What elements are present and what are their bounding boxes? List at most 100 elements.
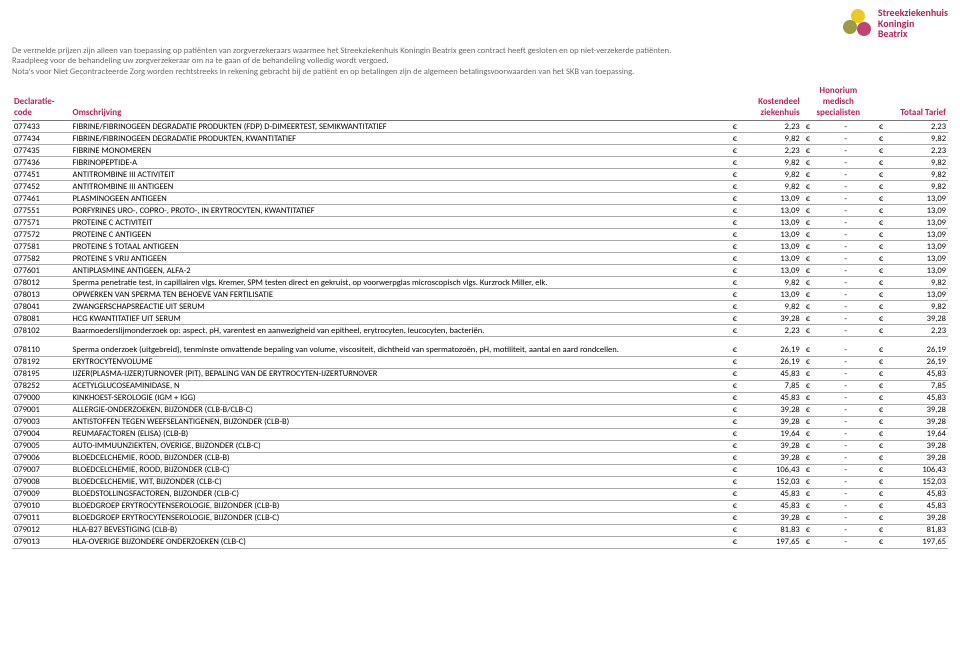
cell-cur: €: [802, 325, 817, 337]
cell-honorium: -: [816, 392, 874, 404]
cell-honorium: -: [816, 121, 874, 133]
cell-cur: €: [729, 464, 744, 476]
cell-kostendeel: 9,82: [743, 277, 802, 289]
cell-cur: €: [729, 133, 744, 145]
cell-honorium: -: [816, 428, 874, 440]
cell-code: 077451: [12, 169, 70, 181]
cell-desc: HCG KWANTITATIEF UIT SERUM: [70, 313, 728, 325]
cell-desc: OPWERKEN VAN SPERMA TEN BEHOEVE VAN FERT…: [70, 289, 728, 301]
disclaimer: De vermelde prijzen zijn alleen van toep…: [12, 46, 948, 78]
cell-cur: €: [875, 464, 890, 476]
cell-code: 077433: [12, 121, 70, 133]
cell-cur: €: [875, 181, 890, 193]
cell-code: 078013: [12, 289, 70, 301]
cell-code: 077551: [12, 205, 70, 217]
cell-cur: €: [802, 121, 817, 133]
cell-desc: ERYTROCYTENVOLUME: [70, 356, 728, 368]
cell-honorium: -: [816, 229, 874, 241]
cell-code: 077581: [12, 241, 70, 253]
cell-cur: €: [802, 253, 817, 265]
cell-desc: AUTO-IMMUUNZIEKTEN, OVERIGE, BIJZONDER (…: [70, 440, 728, 452]
table-row: 077433FIBRINE/FIBRINOGEEN DEGRADATIE PRO…: [12, 121, 948, 133]
cell-cur: €: [802, 301, 817, 313]
table-row: 077551PORFYRINES URO-, COPRO-, PROTO-, I…: [12, 205, 948, 217]
cell-cur: €: [802, 500, 817, 512]
cell-cur: €: [729, 416, 744, 428]
cell-desc: BLOEDSTOLLINGSFACTOREN, BIJZONDER (CLB-C…: [70, 488, 728, 500]
cell-cur: €: [802, 277, 817, 289]
cell-totaal: 9,82: [889, 169, 948, 181]
cell-cur: €: [875, 368, 890, 380]
cell-cur: €: [875, 169, 890, 181]
cell-cur: €: [802, 345, 817, 357]
cell-cur: €: [875, 512, 890, 524]
cell-code: 078192: [12, 356, 70, 368]
cell-code: 079011: [12, 512, 70, 524]
cell-desc: ACETYLGLUCOSEAMINIDASE, N: [70, 380, 728, 392]
cell-cur: €: [875, 488, 890, 500]
cell-honorium: -: [816, 133, 874, 145]
cell-cur: €: [729, 368, 744, 380]
cell-desc: PROTEINE S VRIJ ANTIGEEN: [70, 253, 728, 265]
cell-code: 079008: [12, 476, 70, 488]
cell-cur: €: [729, 428, 744, 440]
cell-code: 079004: [12, 428, 70, 440]
cell-code: 078252: [12, 380, 70, 392]
table-row: 078081HCG KWANTITATIEF UIT SERUM€39,28€-…: [12, 313, 948, 325]
cell-honorium: -: [816, 356, 874, 368]
cell-cur: €: [875, 229, 890, 241]
table-row: 077601ANTIPLASMINE ANTIGEEN, ALFA-2€13,0…: [12, 265, 948, 277]
cell-honorium: -: [816, 157, 874, 169]
cell-totaal: 13,09: [889, 217, 948, 229]
cell-code: 078195: [12, 368, 70, 380]
cell-desc: PLASMINOGEEN ANTIGEEN: [70, 193, 728, 205]
cell-code: 079007: [12, 464, 70, 476]
cell-kostendeel: 2,23: [743, 121, 802, 133]
cell-code: 079009: [12, 488, 70, 500]
cell-desc: PORFYRINES URO-, COPRO-, PROTO-, IN ERYT…: [70, 205, 728, 217]
cell-cur: €: [802, 488, 817, 500]
cell-cur: €: [802, 313, 817, 325]
cell-code: 079006: [12, 452, 70, 464]
cell-totaal: 2,23: [889, 325, 948, 337]
cell-kostendeel: 13,09: [743, 241, 802, 253]
table-row: 079008BLOEDCELCHEMIE, WIT, BIJZONDER (CL…: [12, 476, 948, 488]
table-row: 077581PROTEINE S TOTAAL ANTIGEEN€13,09€-…: [12, 241, 948, 253]
cell-desc: FIBRINE MONOMEREN: [70, 145, 728, 157]
cell-cur: €: [802, 464, 817, 476]
cell-cur: €: [875, 289, 890, 301]
cell-totaal: 39,28: [889, 440, 948, 452]
cell-kostendeel: 39,28: [743, 452, 802, 464]
table-row: 077435FIBRINE MONOMEREN€2,23€-€2,23: [12, 145, 948, 157]
cell-desc: ANTITROMBINE III ACTIVITEIT: [70, 169, 728, 181]
cell-code: 079000: [12, 392, 70, 404]
cell-cur: €: [729, 205, 744, 217]
cell-cur: €: [729, 404, 744, 416]
cell-cur: €: [802, 452, 817, 464]
cell-cur: €: [802, 157, 817, 169]
cell-desc: BLOEDGROEP ERYTROCYTENSEROLOGIE, BIJZOND…: [70, 512, 728, 524]
cell-cur: €: [729, 356, 744, 368]
cell-cur: €: [802, 392, 817, 404]
cell-honorium: -: [816, 500, 874, 512]
cell-cur: €: [875, 536, 890, 548]
cell-totaal: 9,82: [889, 301, 948, 313]
cell-cur: €: [875, 428, 890, 440]
cell-cur: €: [729, 536, 744, 548]
cell-kostendeel: 13,09: [743, 229, 802, 241]
cell-kostendeel: 45,83: [743, 368, 802, 380]
cell-honorium: -: [816, 488, 874, 500]
cell-honorium: -: [816, 145, 874, 157]
cell-kostendeel: 13,09: [743, 217, 802, 229]
cell-honorium: -: [816, 289, 874, 301]
cell-kostendeel: 45,83: [743, 392, 802, 404]
cell-desc: ALLERGIE-ONDERZOEKEN, BIJZONDER (CLB-B/C…: [70, 404, 728, 416]
cell-honorium: -: [816, 217, 874, 229]
cell-desc: FIBRINE/FIBRINOGEEN DEGRADATIE PRODUKTEN…: [70, 121, 728, 133]
cell-desc: PROTEINE S TOTAAL ANTIGEEN: [70, 241, 728, 253]
table-row: 078252ACETYLGLUCOSEAMINIDASE, N€7,85€-€7…: [12, 380, 948, 392]
cell-cur: €: [802, 133, 817, 145]
cell-desc: HLA-OVERIGE BIJZONDERE ONDERZOEKEN (CLB-…: [70, 536, 728, 548]
cell-honorium: -: [816, 512, 874, 524]
cell-code: 078041: [12, 301, 70, 313]
